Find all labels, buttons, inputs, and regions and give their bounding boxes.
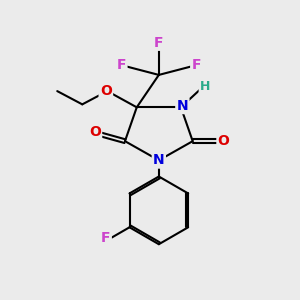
Text: O: O	[100, 84, 112, 98]
Text: F: F	[154, 35, 164, 50]
Text: N: N	[177, 99, 188, 113]
Text: F: F	[101, 231, 110, 244]
Text: O: O	[218, 134, 230, 148]
Text: N: N	[153, 153, 165, 167]
Text: F: F	[191, 58, 201, 72]
Text: H: H	[200, 80, 210, 93]
Text: O: O	[89, 125, 101, 139]
Text: F: F	[117, 58, 126, 72]
